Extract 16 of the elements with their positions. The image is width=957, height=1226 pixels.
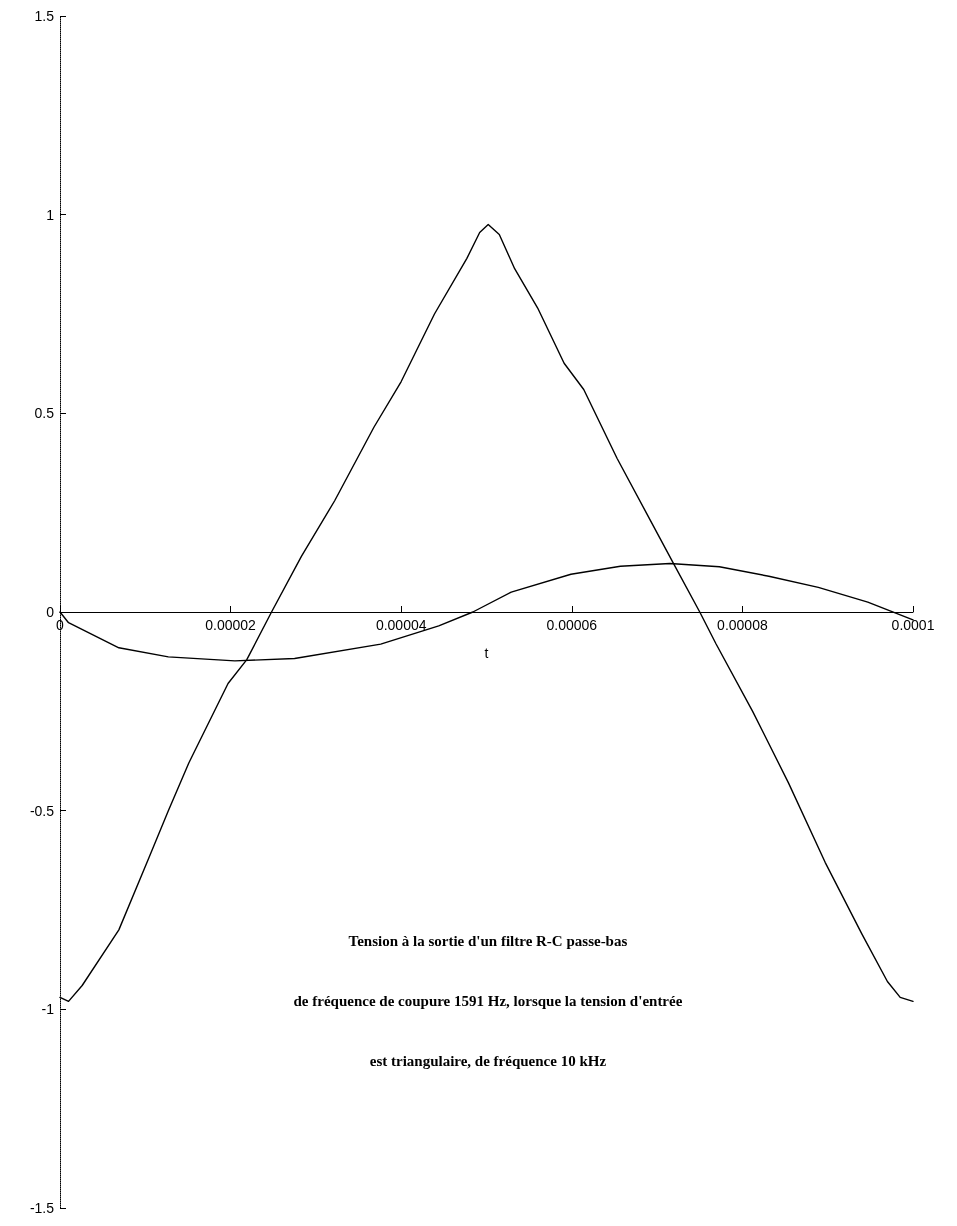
y-tick-label: -1.5 <box>29 1200 55 1216</box>
x-tick-label: 0.00008 <box>717 617 768 633</box>
annotation: de fréquence de coupure 1591 Hz, lorsque la tension d'entrée <box>293 992 683 1009</box>
y-tick-label: 1 <box>46 206 55 223</box>
y-tick-label: 0 <box>46 604 55 620</box>
y-tick-label: 0.5 <box>34 405 55 422</box>
y-tick-label: -0.5 <box>29 802 55 819</box>
x-tick-label: 0.00002 <box>205 617 257 633</box>
annotation: est triangulaire, de fréquence 10 kHz <box>369 1052 607 1069</box>
annotation: Tension à la sortie d'un filtre R-C passe-bas <box>348 932 628 949</box>
y-tick-label: -1 <box>41 1001 55 1018</box>
x-tick-label: 0.00004 <box>375 617 427 633</box>
x-tick-label: 0.0001 <box>891 617 935 633</box>
y-tick-label: 1.5 <box>34 8 55 24</box>
x-axis-title: t <box>484 645 489 661</box>
x-tick-label: 0.00006 <box>546 617 598 633</box>
